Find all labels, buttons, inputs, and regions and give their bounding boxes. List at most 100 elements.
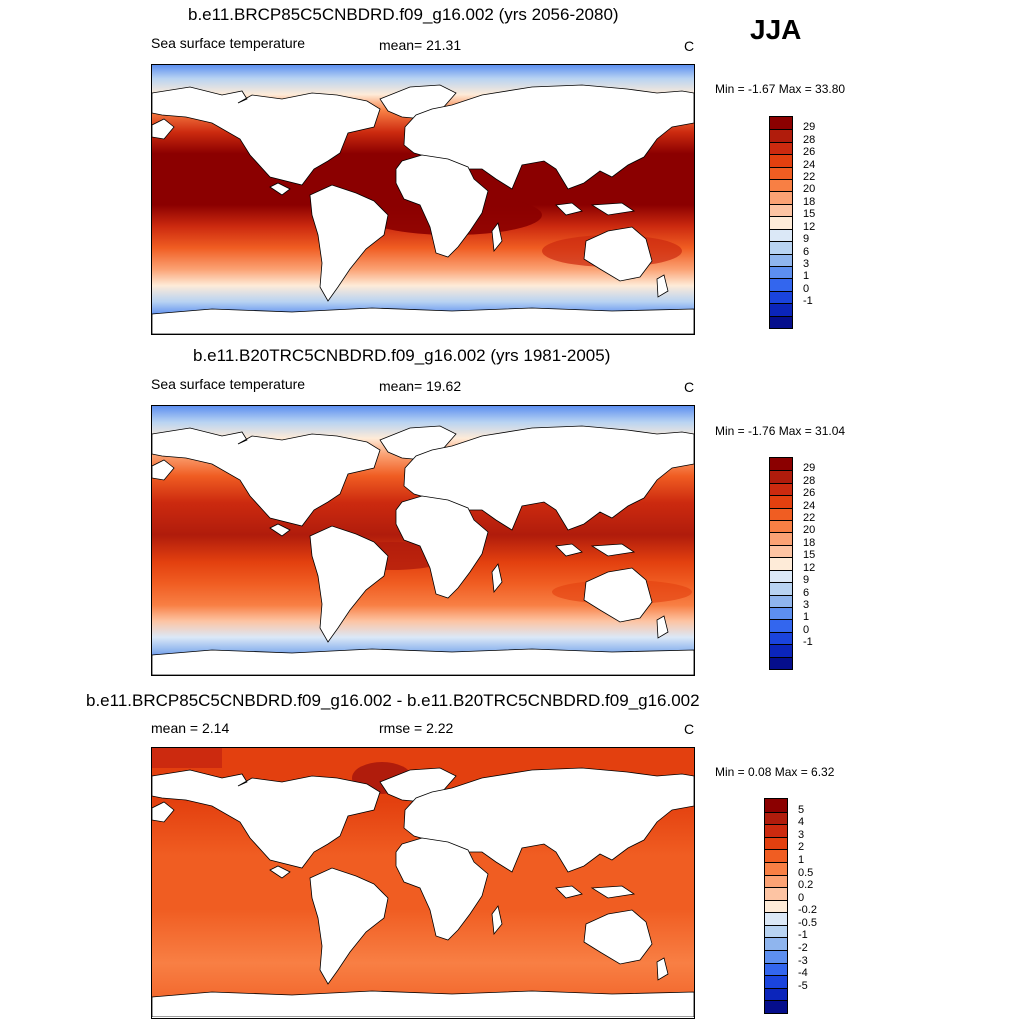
colorbar-swatch <box>770 656 792 669</box>
colorbar-swatch <box>765 987 787 1001</box>
units-label: C <box>684 721 695 737</box>
colorbar-swatch <box>765 799 787 812</box>
colorbar-tick-label: 9 <box>803 233 810 246</box>
colorbar-swatch <box>770 117 792 130</box>
colorbar-swatch <box>770 544 792 558</box>
colorbar-swatch <box>770 495 792 508</box>
variable-label: Sea surface temperature <box>151 376 306 392</box>
colorbar-swatch <box>765 975 787 988</box>
colorbar-swatch <box>770 557 792 570</box>
colorbar-tick-label: 24 <box>803 499 816 512</box>
colorbar-tick-label: 6 <box>803 245 810 258</box>
map-canvas <box>152 748 694 1017</box>
colorbar-swatch <box>770 315 792 328</box>
colorbar-tick-label: 28 <box>803 133 816 146</box>
colorbar-swatch <box>770 166 792 180</box>
colorbar <box>769 116 793 329</box>
colorbar-tick-label: 1 <box>798 853 805 866</box>
units-label: C <box>684 38 695 54</box>
difference-map <box>151 747 695 1019</box>
colorbar-swatch <box>770 179 792 192</box>
mean-label: mean= 21.31 <box>379 37 462 53</box>
map-canvas <box>152 406 694 675</box>
colorbar-tick-label: 20 <box>803 524 816 537</box>
colorbar-swatch <box>765 962 787 976</box>
colorbar-swatch <box>770 203 792 217</box>
colorbar-swatch <box>770 619 792 632</box>
colorbar-swatch <box>770 458 792 471</box>
season-label: JJA <box>750 14 802 45</box>
colorbar-swatch <box>770 606 792 620</box>
colorbar-swatch <box>770 532 792 545</box>
variable-label: Sea surface temperature <box>151 35 306 51</box>
colorbar-tick-label: 3 <box>803 598 810 611</box>
colorbar-swatch <box>765 811 787 825</box>
colorbar-tick-label: 6 <box>803 586 810 599</box>
mean-label: mean= 19.62 <box>379 378 462 394</box>
colorbar-tick-label: -1 <box>803 636 813 649</box>
colorbar-swatch <box>770 290 792 304</box>
colorbar-tick-label: 18 <box>803 536 816 549</box>
rmse-label: rmse = 2.22 <box>379 720 454 736</box>
colorbar-swatch <box>770 482 792 496</box>
colorbar-swatch <box>770 241 792 254</box>
colorbar-swatch <box>765 887 787 900</box>
colorbar-swatch <box>765 937 787 951</box>
colorbar-tick-label: 12 <box>803 561 816 574</box>
colorbar-swatch <box>770 141 792 155</box>
colorbar-tick-label: 1 <box>803 611 810 624</box>
colorbar-swatch <box>770 594 792 607</box>
colorbar-swatch <box>770 470 792 483</box>
colorbar-swatch <box>770 569 792 583</box>
minmax-label: Min = 0.08 Max = 6.32 <box>715 765 835 779</box>
colorbar-tick-label: 28 <box>803 474 816 487</box>
colorbar-tick-label: 26 <box>803 146 816 159</box>
colorbar <box>769 457 793 670</box>
colorbar-swatch <box>770 520 792 533</box>
colorbar-swatch <box>770 507 792 521</box>
colorbar-tick-label: 0 <box>798 891 805 904</box>
colorbar-tick-label: 15 <box>803 549 816 562</box>
minmax-label: Min = -1.67 Max = 33.80 <box>715 82 846 96</box>
units-label: C <box>684 379 695 395</box>
mean-label: mean = 2.14 <box>151 720 230 736</box>
panel-title: b.e11.BRCP85C5CNBDRD.f09_g16.002 - b.e11… <box>86 691 700 710</box>
colorbar-tick-label: -3 <box>798 954 808 967</box>
colorbar-swatch <box>770 582 792 595</box>
map-canvas <box>152 65 694 334</box>
colorbar-tick-label: 22 <box>803 171 816 184</box>
colorbar-tick-label: 3 <box>803 257 810 270</box>
sst-map <box>151 405 695 676</box>
colorbar-tick-label: 3 <box>798 828 805 841</box>
colorbar-tick-label: 29 <box>803 121 816 134</box>
colorbar-tick-label: 2 <box>798 841 805 854</box>
colorbar-swatch <box>765 874 787 888</box>
colorbar-swatch <box>770 154 792 167</box>
colorbar-swatch <box>770 631 792 645</box>
minmax-label: Min = -1.76 Max = 31.04 <box>715 424 846 438</box>
panel-title: b.e11.BRCP85C5CNBDRD.f09_g16.002 (yrs 20… <box>188 5 619 24</box>
colorbar-tick-label: -0.2 <box>798 904 817 917</box>
colorbar-tick-label: 22 <box>803 512 816 525</box>
colorbar-swatch <box>770 303 792 316</box>
colorbar-swatch <box>765 1000 787 1013</box>
colorbar-tick-label: 12 <box>803 220 816 233</box>
colorbar-swatch <box>770 253 792 266</box>
panel-title: b.e11.B20TRC5CNBDRD.f09_g16.002 (yrs 198… <box>193 346 611 365</box>
colorbar-tick-label: -2 <box>798 942 808 955</box>
colorbar-swatch <box>770 228 792 242</box>
colorbar-swatch <box>770 191 792 204</box>
colorbar-tick-label: 9 <box>803 574 810 587</box>
colorbar-tick-label: -1 <box>798 929 808 942</box>
colorbar-swatch <box>765 899 787 913</box>
colorbar-tick-label: 0.2 <box>798 879 814 892</box>
colorbar-tick-label: 15 <box>803 208 816 221</box>
colorbar <box>764 798 788 1014</box>
colorbar-tick-label: -1 <box>803 295 813 308</box>
colorbar-swatch <box>765 924 787 938</box>
colorbar-swatch <box>770 644 792 657</box>
colorbar-swatch <box>765 849 787 862</box>
colorbar-swatch <box>770 278 792 291</box>
colorbar-swatch <box>765 950 787 963</box>
colorbar-tick-label: -5 <box>798 979 808 992</box>
